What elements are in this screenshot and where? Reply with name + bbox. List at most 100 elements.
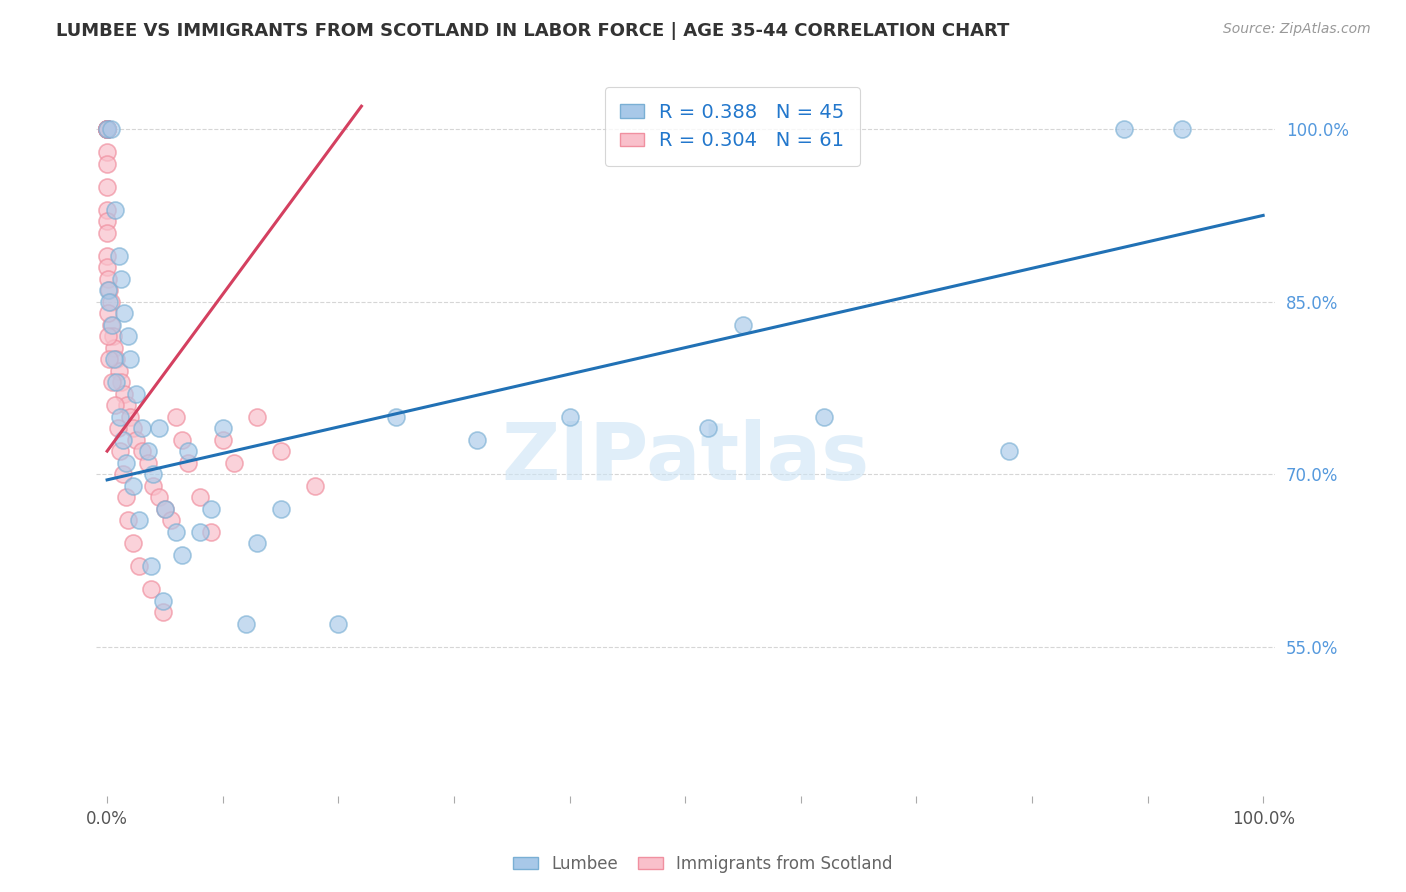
Point <box>159 513 181 527</box>
Point <box>270 444 292 458</box>
Point <box>270 501 292 516</box>
Point <box>153 501 176 516</box>
Point <box>100 318 122 332</box>
Point <box>96 122 118 136</box>
Point <box>172 548 194 562</box>
Point <box>131 421 153 435</box>
Point <box>108 444 131 458</box>
Point <box>152 605 174 619</box>
Point <box>136 456 159 470</box>
Point <box>96 145 118 160</box>
Point <box>96 122 118 136</box>
Point <box>96 226 118 240</box>
Point <box>100 375 122 389</box>
Point <box>96 122 118 136</box>
Point <box>998 444 1021 458</box>
Point <box>166 524 188 539</box>
Point <box>304 478 326 492</box>
Point <box>112 433 135 447</box>
Point <box>114 306 136 320</box>
Point <box>96 179 118 194</box>
Point <box>97 283 120 297</box>
Point <box>188 490 211 504</box>
Legend: Lumbee, Immigrants from Scotland: Lumbee, Immigrants from Scotland <box>506 848 900 880</box>
Point <box>112 467 135 482</box>
Point <box>117 329 139 343</box>
Point <box>98 352 121 367</box>
Point <box>103 352 125 367</box>
Point <box>96 122 118 136</box>
Point <box>115 398 138 412</box>
Point <box>107 249 129 263</box>
Point <box>96 156 118 170</box>
Point <box>813 409 835 424</box>
Point <box>153 501 176 516</box>
Point <box>200 524 222 539</box>
Point <box>121 421 143 435</box>
Point <box>105 352 128 367</box>
Point <box>98 283 121 297</box>
Point <box>139 582 162 596</box>
Point <box>96 122 118 136</box>
Point <box>98 294 121 309</box>
Point <box>104 398 127 412</box>
Point <box>121 478 143 492</box>
Point <box>107 364 129 378</box>
Point <box>235 616 257 631</box>
Point <box>465 433 488 447</box>
Point <box>96 122 118 136</box>
Point <box>224 456 246 470</box>
Point <box>246 536 269 550</box>
Point <box>211 421 233 435</box>
Point <box>105 375 128 389</box>
Point <box>97 271 120 285</box>
Point <box>200 501 222 516</box>
Point <box>96 122 118 136</box>
Point <box>117 513 139 527</box>
Point <box>166 409 188 424</box>
Point <box>110 271 132 285</box>
Point <box>128 559 150 574</box>
Point <box>188 524 211 539</box>
Point <box>96 122 118 136</box>
Text: LUMBEE VS IMMIGRANTS FROM SCOTLAND IN LABOR FORCE | AGE 35-44 CORRELATION CHART: LUMBEE VS IMMIGRANTS FROM SCOTLAND IN LA… <box>56 22 1010 40</box>
Point <box>177 456 200 470</box>
Point <box>731 318 754 332</box>
Point <box>96 122 118 136</box>
Point <box>104 202 127 217</box>
Point <box>125 386 148 401</box>
Text: Source: ZipAtlas.com: Source: ZipAtlas.com <box>1223 22 1371 37</box>
Point <box>100 318 122 332</box>
Point <box>121 536 143 550</box>
Point <box>96 122 118 136</box>
Point <box>148 490 170 504</box>
Point <box>211 433 233 447</box>
Point <box>96 249 118 263</box>
Point <box>128 513 150 527</box>
Point <box>136 444 159 458</box>
Point <box>558 409 581 424</box>
Point <box>97 329 120 343</box>
Point <box>385 409 408 424</box>
Point <box>107 421 129 435</box>
Point <box>108 409 131 424</box>
Point <box>96 260 118 274</box>
Point <box>97 306 120 320</box>
Point <box>96 202 118 217</box>
Point <box>172 433 194 447</box>
Point <box>139 559 162 574</box>
Point <box>246 409 269 424</box>
Point <box>120 409 142 424</box>
Point <box>101 329 124 343</box>
Point <box>100 294 122 309</box>
Point <box>148 421 170 435</box>
Point <box>125 433 148 447</box>
Point <box>1171 122 1194 136</box>
Point <box>103 341 125 355</box>
Point <box>152 593 174 607</box>
Point <box>1114 122 1136 136</box>
Point <box>131 444 153 458</box>
Legend: R = 0.388   N = 45, R = 0.304   N = 61: R = 0.388 N = 45, R = 0.304 N = 61 <box>605 87 860 166</box>
Point <box>114 386 136 401</box>
Text: ZIPatlas: ZIPatlas <box>501 419 869 498</box>
